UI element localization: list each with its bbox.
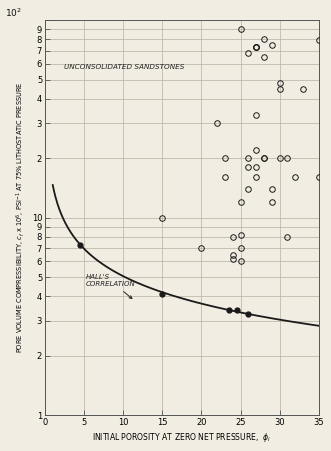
Text: UNCONSOLIDATED SANDSTONES: UNCONSOLIDATED SANDSTONES	[65, 64, 185, 70]
Y-axis label: PORE VOLUME COMPRESSIBILITY, $c_f$ x $10^6$, PSI$^{-1}$ AT 75% LITHOSTATIC PRESS: PORE VOLUME COMPRESSIBILITY, $c_f$ x $10…	[15, 82, 27, 353]
X-axis label: INITIAL POROSITY AT ZERO NET PRESSURE,  $\phi_i$: INITIAL POROSITY AT ZERO NET PRESSURE, $…	[92, 431, 271, 444]
Text: HALL'S
CORRELATION: HALL'S CORRELATION	[86, 274, 135, 299]
Text: $10^2$: $10^2$	[5, 7, 22, 19]
